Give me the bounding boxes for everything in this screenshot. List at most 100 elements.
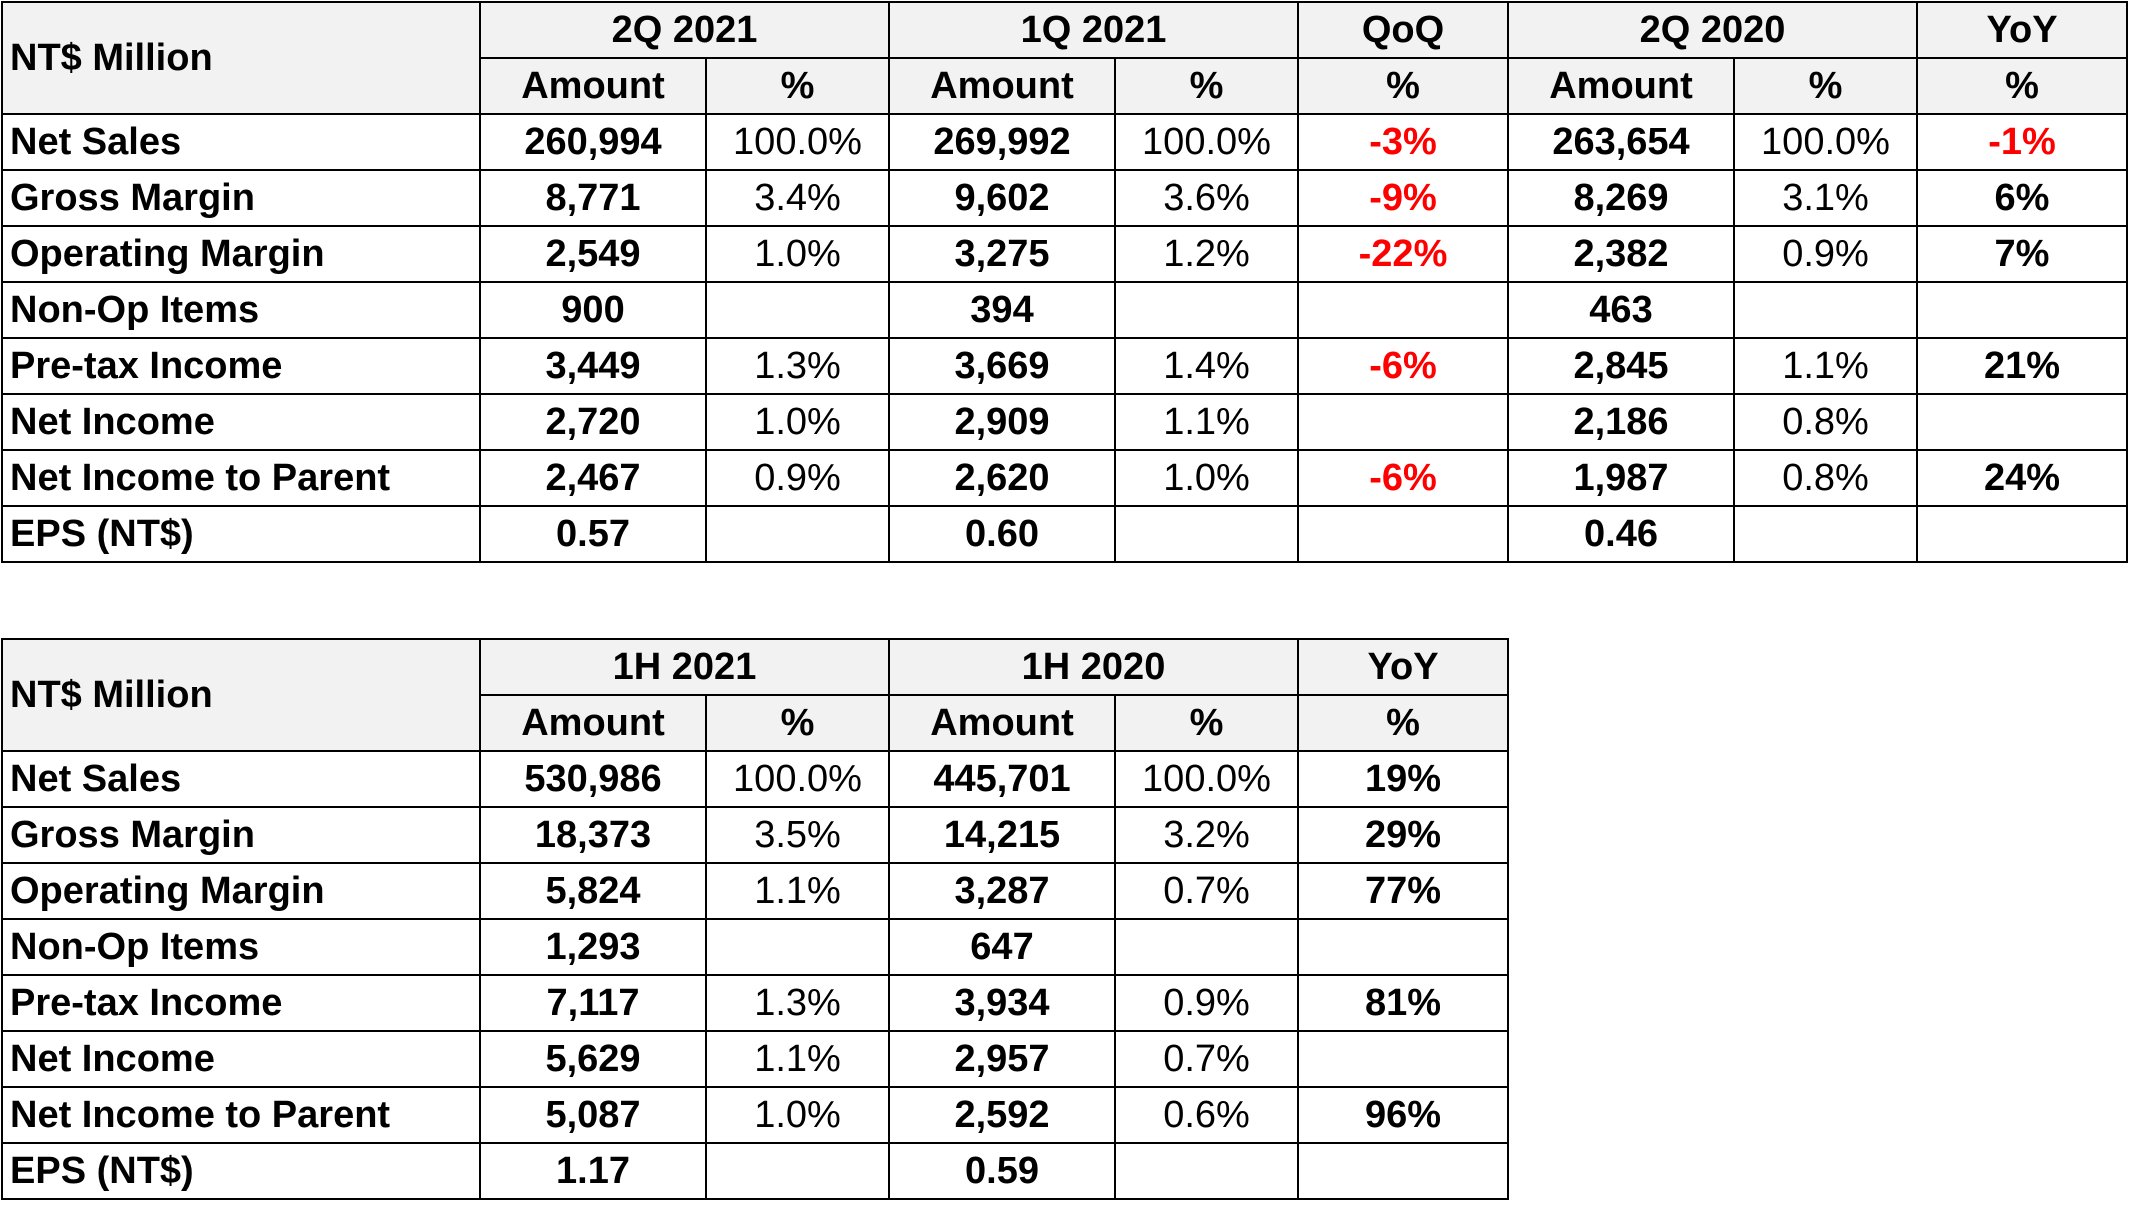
amount-cell: 2,592 — [888, 1086, 1116, 1144]
percent-cell: 1.3% — [705, 974, 890, 1032]
row-label: Operating Margin — [1, 862, 481, 920]
table-row: Net Income to Parent 5,087 1.0% 2,592 0.6% 96… — [1, 1086, 1509, 1144]
row-label: Gross Margin — [1, 169, 481, 227]
amount-cell: 5,087 — [479, 1086, 707, 1144]
row-label: Non-Op Items — [1, 281, 481, 339]
change-cell — [1297, 393, 1509, 451]
change-cell: -6% — [1297, 337, 1509, 395]
percent-cell: 0.9% — [1733, 225, 1918, 283]
subheader: Amount — [479, 57, 707, 115]
change-cell: -1% — [1916, 113, 2128, 171]
percent-cell: 100.0% — [1733, 113, 1918, 171]
quarterly-income-table: NT$ Million 2Q 2021 1Q 2021 QoQ 2Q 2020 … — [1, 1, 2128, 563]
change-cell: 96% — [1297, 1086, 1509, 1144]
amount-cell: 900 — [479, 281, 707, 339]
subheader: % — [1297, 57, 1509, 115]
amount-cell: 647 — [888, 918, 1116, 976]
amount-cell: 8,771 — [479, 169, 707, 227]
change-cell: 24% — [1916, 449, 2128, 507]
change-cell — [1297, 505, 1509, 563]
amount-cell: 1,293 — [479, 918, 707, 976]
change-cell — [1297, 281, 1509, 339]
amount-cell: 445,701 — [888, 750, 1116, 808]
percent-cell: 1.1% — [1114, 393, 1299, 451]
table-row: Pre-tax Income 7,117 1.3% 3,934 0.9% 81% — [1, 974, 1509, 1032]
amount-cell: 2,909 — [888, 393, 1116, 451]
table-row: Net Income to Parent 2,467 0.9% 2,620 1.0% -6… — [1, 449, 2128, 507]
table-row: Net Income 2,720 1.0% 2,909 1.1% 2,186 0.8% — [1, 393, 2128, 451]
period-header: 2Q 2021 — [479, 1, 890, 59]
amount-cell: 530,986 — [479, 750, 707, 808]
amount-cell: 2,382 — [1507, 225, 1735, 283]
percent-cell — [705, 918, 890, 976]
percent-cell — [1733, 505, 1918, 563]
percent-cell — [1733, 281, 1918, 339]
amount-cell: 3,275 — [888, 225, 1116, 283]
amount-cell: 3,669 — [888, 337, 1116, 395]
percent-cell: 1.4% — [1114, 337, 1299, 395]
row-label: Net Income to Parent — [1, 449, 481, 507]
percent-cell: 0.8% — [1733, 449, 1918, 507]
row-label: Pre-tax Income — [1, 337, 481, 395]
change-cell: 6% — [1916, 169, 2128, 227]
change-cell: 7% — [1916, 225, 2128, 283]
row-label: Gross Margin — [1, 806, 481, 864]
change-cell: -3% — [1297, 113, 1509, 171]
period-header: YoY — [1916, 1, 2128, 59]
percent-cell: 1.3% — [705, 337, 890, 395]
subheader: Amount — [888, 694, 1116, 752]
amount-cell: 269,992 — [888, 113, 1116, 171]
percent-cell: 1.0% — [705, 225, 890, 283]
percent-cell — [705, 1142, 890, 1200]
period-header: QoQ — [1297, 1, 1509, 59]
amount-cell: 0.59 — [888, 1142, 1116, 1200]
table-row: EPS (NT$) 1.17 0.59 — [1, 1142, 1509, 1200]
change-cell — [1916, 505, 2128, 563]
amount-cell: 0.57 — [479, 505, 707, 563]
amount-cell: 5,629 — [479, 1030, 707, 1088]
amount-cell: 2,620 — [888, 449, 1116, 507]
row-label: Operating Margin — [1, 225, 481, 283]
percent-cell: 100.0% — [705, 750, 890, 808]
amount-cell: 3,449 — [479, 337, 707, 395]
subheader-row: Amount % Amount % % — [2, 694, 1509, 752]
percent-cell: 0.7% — [1114, 862, 1299, 920]
subheader: Amount — [1507, 57, 1735, 115]
percent-cell: 1.1% — [705, 1030, 890, 1088]
subheader: % — [1297, 694, 1509, 752]
period-header: 1H 2020 — [888, 638, 1299, 696]
percent-cell: 0.9% — [705, 449, 890, 507]
percent-cell — [705, 281, 890, 339]
percent-cell — [1114, 505, 1299, 563]
half-year-income-table: NT$ Million 1H 2021 1H 2020 YoY Amount %… — [1, 638, 1509, 1200]
amount-cell: 263,654 — [1507, 113, 1735, 171]
subheader: % — [1114, 57, 1299, 115]
change-cell: 19% — [1297, 750, 1509, 808]
table-row: Non-Op Items 900 394 463 — [1, 281, 2128, 339]
percent-cell: 0.8% — [1733, 393, 1918, 451]
percent-cell — [705, 505, 890, 563]
percent-cell: 1.2% — [1114, 225, 1299, 283]
row-label: Pre-tax Income — [1, 974, 481, 1032]
change-cell: 77% — [1297, 862, 1509, 920]
percent-cell: 1.1% — [705, 862, 890, 920]
amount-cell: 2,467 — [479, 449, 707, 507]
percent-cell: 3.6% — [1114, 169, 1299, 227]
table-row: Operating Margin 5,824 1.1% 3,287 0.7% 77% — [1, 862, 1509, 920]
unit-label: NT$ Million — [1, 638, 481, 752]
table-row: Pre-tax Income 3,449 1.3% 3,669 1.4% -6% 2,845… — [1, 337, 2128, 395]
table-row: Net Sales 530,986 100.0% 445,701 100.0% 19% — [1, 750, 1509, 808]
amount-cell: 394 — [888, 281, 1116, 339]
period-header: 1Q 2021 — [888, 1, 1299, 59]
amount-cell: 3,934 — [888, 974, 1116, 1032]
table-row: Net Sales 260,994 100.0% 269,992 100.0% -3% 26… — [1, 113, 2128, 171]
row-label: Net Income — [1, 1030, 481, 1088]
subheader: % — [705, 694, 890, 752]
percent-cell: 0.9% — [1114, 974, 1299, 1032]
change-cell: -9% — [1297, 169, 1509, 227]
change-cell — [1916, 393, 2128, 451]
table-row: Gross Margin 8,771 3.4% 9,602 3.6% -9% 8,269 3.… — [1, 169, 2128, 227]
row-label: Non-Op Items — [1, 918, 481, 976]
percent-cell: 0.7% — [1114, 1030, 1299, 1088]
change-cell: 29% — [1297, 806, 1509, 864]
